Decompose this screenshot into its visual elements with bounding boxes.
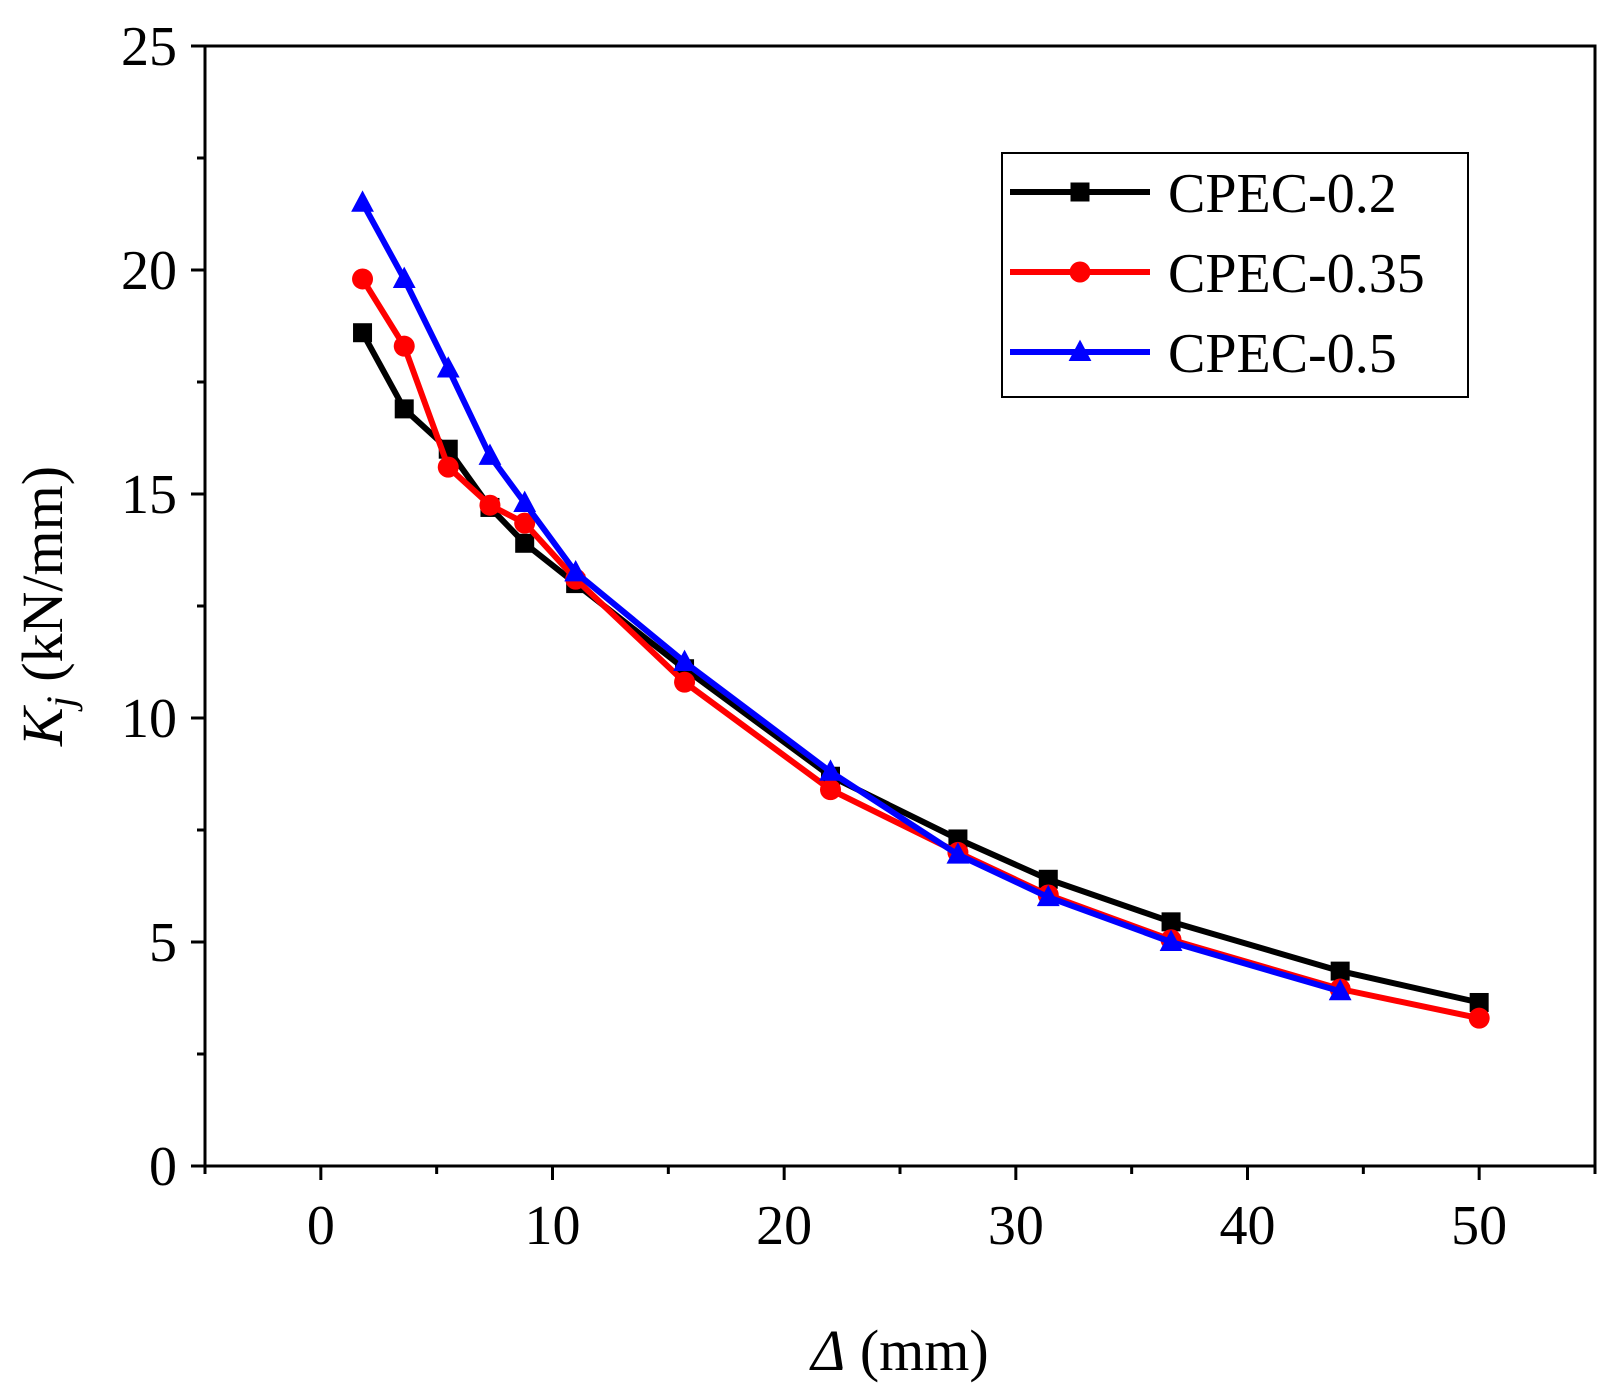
data-point bbox=[1159, 929, 1183, 951]
legend: CPEC-0.2 CPEC-0.35 CPEC-0.5 bbox=[1001, 152, 1469, 398]
x-axis-unit: (mm) bbox=[845, 1318, 988, 1383]
x-tick-label: 0 bbox=[307, 1195, 335, 1257]
data-point bbox=[564, 560, 588, 582]
data-point bbox=[437, 456, 459, 478]
data-point bbox=[673, 649, 696, 671]
y-tick-label: 20 bbox=[121, 240, 177, 302]
legend-item: CPEC-0.35 bbox=[1010, 243, 1425, 305]
legend-item: CPEC-0.2 bbox=[1010, 163, 1397, 225]
series-line bbox=[359, 201, 1342, 995]
data-point bbox=[1330, 961, 1350, 981]
data-point bbox=[1036, 884, 1060, 907]
legend-label: CPEC-0.2 bbox=[1168, 163, 1397, 225]
y-axis-subscript: j bbox=[38, 696, 83, 712]
y-tick-label: 15 bbox=[121, 464, 177, 526]
data-point bbox=[479, 494, 501, 516]
y-axis-label: Kj (kN/mm) bbox=[10, 466, 83, 747]
data-point bbox=[1468, 1007, 1490, 1029]
x-axis-symbol: Δ bbox=[809, 1318, 845, 1383]
legend-marker bbox=[1070, 182, 1090, 202]
data-point bbox=[515, 533, 535, 553]
data-point bbox=[478, 443, 502, 465]
series-cpec-0-5 bbox=[351, 190, 1352, 1001]
x-tick-label: 10 bbox=[525, 1195, 581, 1257]
data-point bbox=[1161, 912, 1181, 932]
series-group bbox=[351, 190, 1490, 1029]
data-point bbox=[1038, 869, 1058, 889]
y-axis-unit: (kN/mm) bbox=[10, 466, 75, 696]
data-point bbox=[351, 190, 374, 212]
legend-label: CPEC-0.35 bbox=[1168, 243, 1425, 305]
legend-marker bbox=[1068, 339, 1092, 361]
data-point bbox=[353, 323, 373, 343]
x-tick-label: 30 bbox=[988, 1195, 1044, 1257]
x-axis-label: Δ (mm) bbox=[809, 1318, 988, 1383]
legend-item: CPEC-0.5 bbox=[1010, 323, 1397, 385]
data-point bbox=[674, 671, 696, 693]
data-point bbox=[392, 266, 416, 288]
y-tick-label: 10 bbox=[121, 688, 177, 750]
y-tick-label: 0 bbox=[149, 1136, 177, 1198]
y-axis-symbol: K bbox=[10, 704, 75, 747]
legend-marker bbox=[1069, 261, 1091, 283]
data-point bbox=[436, 356, 460, 378]
data-point bbox=[1469, 992, 1489, 1012]
y-tick-label: 5 bbox=[149, 912, 177, 974]
y-tick-label: 25 bbox=[121, 16, 177, 78]
data-point bbox=[513, 490, 537, 512]
legend-label: CPEC-0.5 bbox=[1168, 323, 1397, 385]
data-point bbox=[352, 268, 374, 290]
data-point bbox=[514, 512, 536, 534]
x-tick-label: 40 bbox=[1220, 1195, 1276, 1257]
data-point bbox=[393, 335, 415, 357]
x-tick-label: 50 bbox=[1451, 1195, 1507, 1257]
x-tick-label: 20 bbox=[756, 1195, 812, 1257]
data-point bbox=[819, 759, 842, 781]
axis-ticks: 0 10 20 30 40 50 0 5 10 15 20 25 bbox=[121, 16, 1597, 1257]
data-point bbox=[1328, 978, 1352, 1001]
data-point bbox=[820, 779, 841, 801]
data-point bbox=[946, 842, 970, 864]
data-point bbox=[394, 399, 414, 419]
